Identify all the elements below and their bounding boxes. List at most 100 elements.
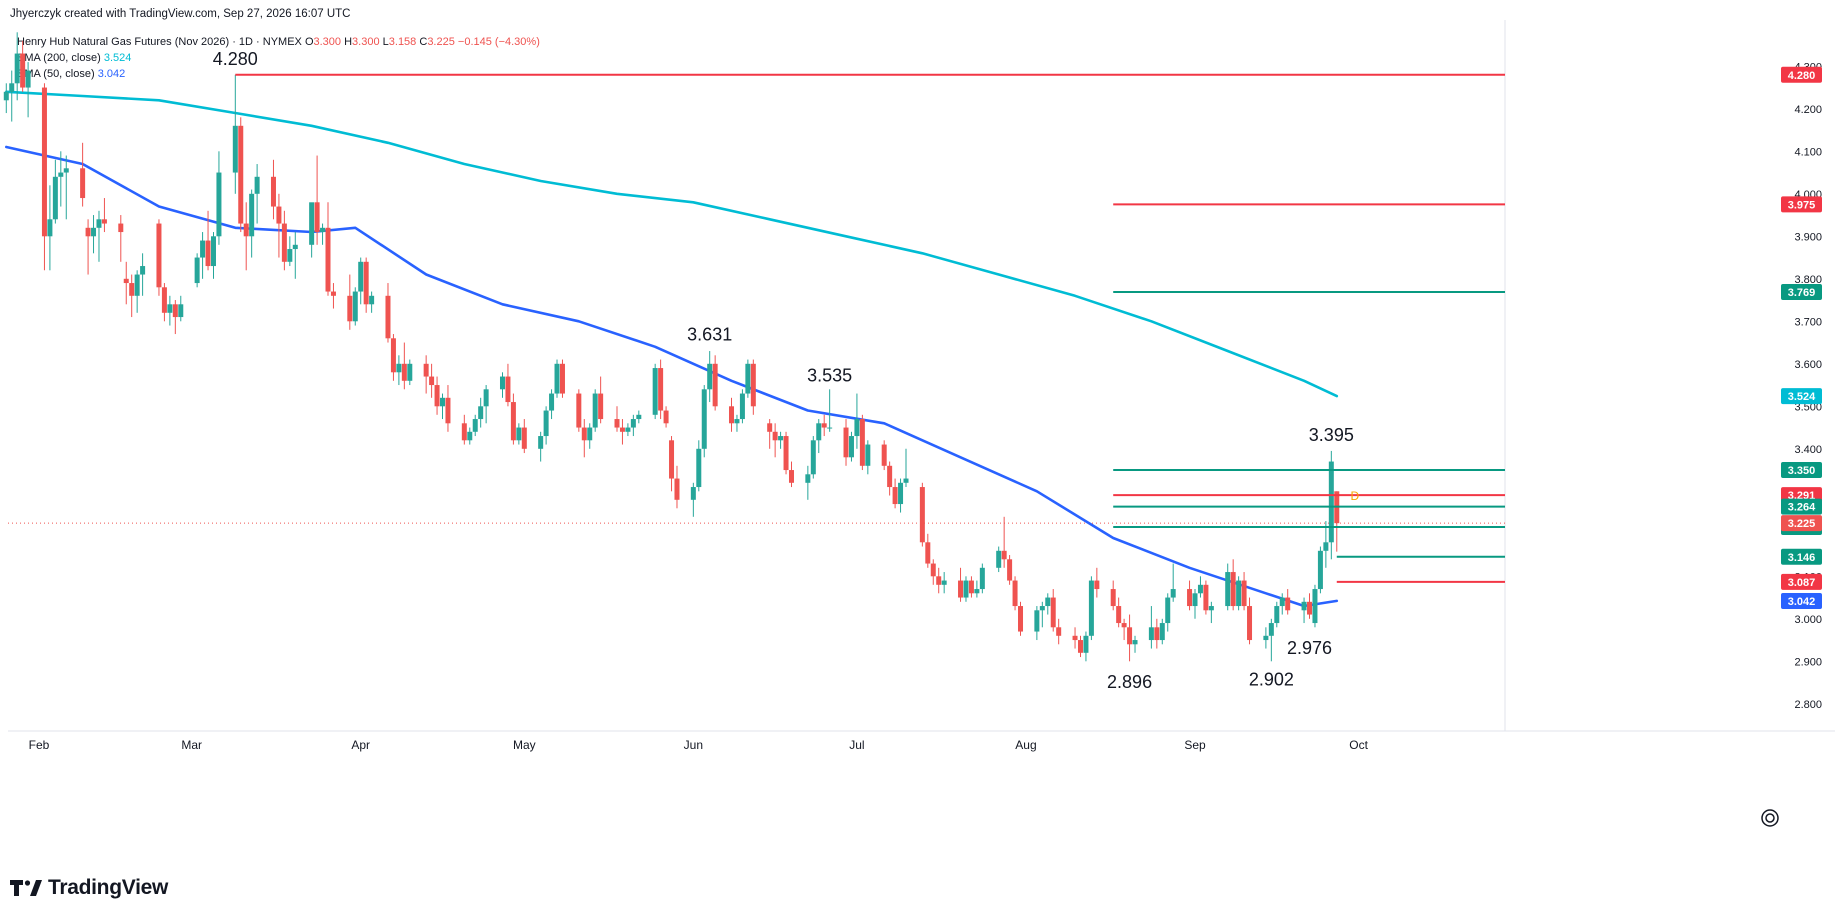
candle-body bbox=[249, 193, 255, 237]
candle bbox=[172, 300, 178, 335]
candle bbox=[1001, 516, 1007, 568]
candle bbox=[1127, 614, 1133, 662]
candle bbox=[407, 359, 413, 386]
candle-body bbox=[320, 227, 326, 233]
candle-body bbox=[1007, 559, 1013, 581]
candle-body bbox=[423, 363, 429, 377]
candle bbox=[979, 563, 985, 594]
candle-body bbox=[385, 295, 391, 339]
candle bbox=[369, 291, 375, 313]
candle-body bbox=[1328, 461, 1334, 543]
candle bbox=[1241, 572, 1247, 611]
candle-body bbox=[1116, 606, 1122, 624]
candle-body bbox=[292, 244, 298, 250]
candle-body bbox=[200, 240, 206, 258]
tradingview-logo[interactable]: TradingView bbox=[10, 873, 168, 903]
candle-body bbox=[123, 278, 129, 284]
candle bbox=[1247, 597, 1253, 645]
candle bbox=[1323, 521, 1329, 568]
candle-body bbox=[396, 363, 402, 373]
candle bbox=[1263, 627, 1269, 649]
candle-body bbox=[210, 236, 216, 267]
candle bbox=[1192, 589, 1198, 619]
price-tag-bg bbox=[1781, 283, 1822, 300]
price-tag-text: 3.975 bbox=[1788, 199, 1816, 211]
candle-body bbox=[1077, 640, 1083, 653]
price-tick-label: 3.400 bbox=[1794, 444, 1822, 456]
candle-body bbox=[20, 53, 26, 88]
candle bbox=[3, 83, 9, 114]
candle-body bbox=[499, 376, 505, 390]
candle-body bbox=[1317, 550, 1323, 590]
price-tag-bg bbox=[1781, 462, 1822, 479]
candle-body bbox=[1148, 627, 1154, 641]
candle-body bbox=[178, 304, 184, 318]
candle-body bbox=[434, 385, 440, 407]
candle bbox=[963, 576, 969, 602]
swing-label: 4.280 bbox=[213, 49, 258, 69]
candle bbox=[47, 185, 53, 271]
candle-body bbox=[887, 465, 893, 488]
candle bbox=[1159, 618, 1165, 645]
candle-body bbox=[1045, 597, 1051, 607]
candle bbox=[658, 359, 664, 420]
candle bbox=[1165, 593, 1171, 632]
candle-body bbox=[276, 206, 282, 224]
price-tag-text: 3.524 bbox=[1788, 391, 1816, 403]
candle-body bbox=[696, 448, 702, 488]
candle-body bbox=[96, 219, 102, 228]
candle-body bbox=[1039, 606, 1045, 611]
candle bbox=[1279, 593, 1285, 615]
candle bbox=[161, 283, 167, 322]
sma200-legend-value: 3.524 bbox=[104, 52, 132, 64]
candle bbox=[1116, 597, 1122, 628]
open-label: O bbox=[305, 36, 314, 48]
candle bbox=[1132, 635, 1138, 653]
candle-body bbox=[254, 176, 260, 194]
price-tick-label: 3.000 bbox=[1794, 614, 1822, 626]
candle bbox=[63, 155, 69, 220]
candle-body bbox=[281, 223, 287, 262]
candle bbox=[249, 189, 255, 258]
candle-body bbox=[745, 363, 751, 394]
candle bbox=[587, 423, 593, 449]
candle-body bbox=[194, 257, 200, 284]
candle bbox=[461, 414, 467, 445]
candle-body bbox=[352, 291, 358, 322]
candle-body bbox=[1312, 589, 1318, 624]
candle bbox=[1225, 563, 1231, 611]
candle bbox=[314, 155, 320, 245]
candle-body bbox=[669, 440, 675, 479]
auto-scale-icon[interactable] bbox=[1761, 809, 1779, 827]
price-tick-label: 4.200 bbox=[1794, 104, 1822, 116]
candle bbox=[821, 414, 827, 437]
candle-body bbox=[483, 389, 489, 407]
candle-body bbox=[14, 53, 20, 84]
candle bbox=[1056, 618, 1062, 645]
candle-body bbox=[25, 70, 31, 88]
candle bbox=[478, 397, 484, 428]
price-tag-3.769: 3.769 bbox=[1781, 283, 1822, 300]
price-tick-label: 3.900 bbox=[1794, 231, 1822, 243]
time-axis[interactable]: Feb Mar Apr May Jun Jul Aug Sep Oct bbox=[29, 738, 1369, 752]
candle-body bbox=[205, 240, 211, 267]
candle bbox=[1301, 597, 1307, 624]
candle-body bbox=[898, 482, 904, 505]
candle bbox=[178, 295, 184, 322]
candle-body bbox=[936, 576, 942, 585]
time-tick-label: Jun bbox=[684, 738, 703, 752]
candle-body bbox=[41, 87, 47, 237]
time-tick-label: Mar bbox=[181, 738, 202, 752]
candle-body bbox=[538, 436, 544, 449]
candle-body bbox=[729, 406, 735, 424]
candle bbox=[696, 440, 702, 492]
candle-body bbox=[270, 176, 276, 207]
candle-body bbox=[390, 338, 396, 373]
candle-body bbox=[478, 406, 484, 420]
candle-body bbox=[848, 436, 854, 458]
dividend-marker[interactable]: D bbox=[1350, 489, 1359, 503]
candle bbox=[1154, 618, 1160, 649]
price-tag-bg bbox=[1781, 515, 1822, 532]
candle bbox=[701, 385, 707, 458]
